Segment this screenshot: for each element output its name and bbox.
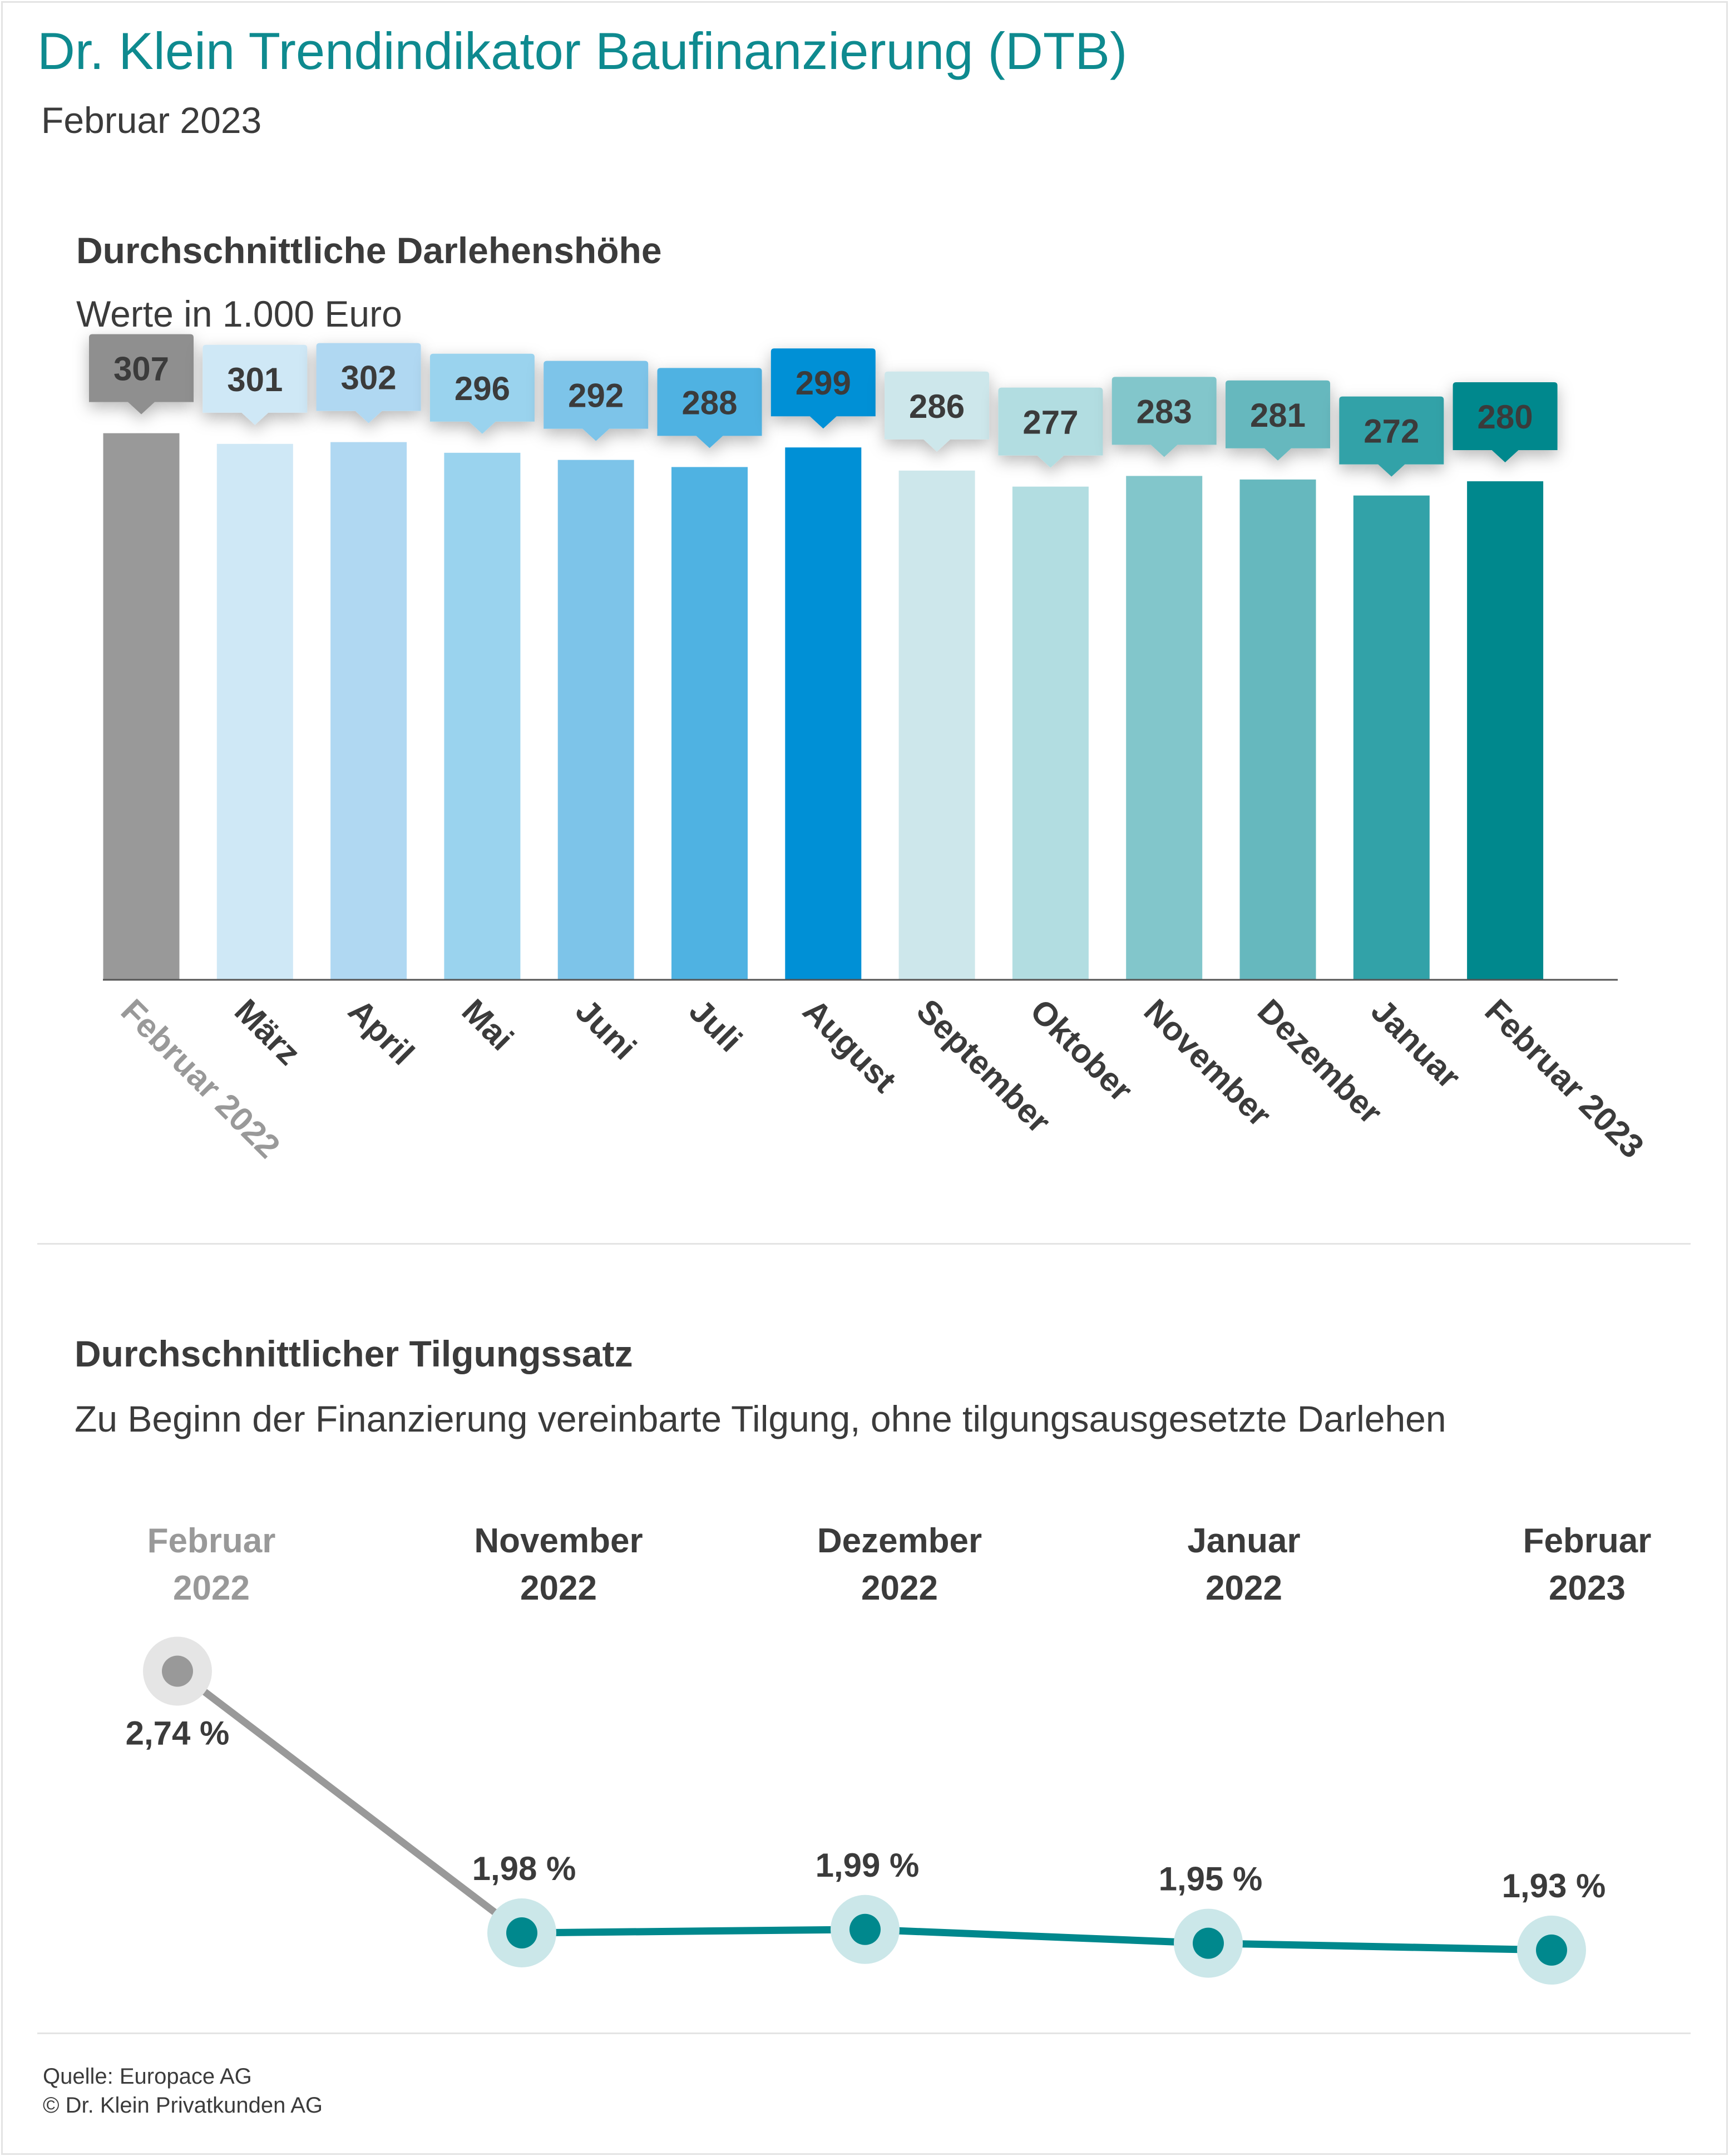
section-divider [37, 1243, 1691, 1245]
data-label: 296 [455, 370, 510, 407]
value-callout [1226, 380, 1330, 461]
value-callout [1112, 377, 1217, 457]
page-title: Dr. Klein Trendindikator Baufinanzierung… [37, 22, 1128, 80]
bar [1467, 481, 1544, 980]
x-category-label: Februar [1523, 1522, 1652, 1560]
bar-chart-subtitle: Werte in 1.000 Euro [76, 293, 402, 334]
bar [898, 470, 975, 980]
series-line-past [174, 1667, 526, 1937]
value-callout [429, 353, 535, 434]
x-category-label: Januar [1187, 1522, 1300, 1560]
data-label: 280 [1478, 398, 1533, 436]
value-callout [1339, 396, 1444, 477]
data-point [849, 1913, 881, 1945]
bar [557, 460, 634, 980]
data-label: 1,98 % [472, 1850, 576, 1887]
value-callout [1453, 382, 1558, 462]
line-chart: Februar 2022 November 2022 Dezember 2022 Janua… [126, 1522, 1652, 1985]
value-callout [544, 361, 649, 441]
data-label: 2,74 % [126, 1715, 230, 1752]
bar [216, 443, 293, 980]
data-point [506, 1917, 537, 1948]
data-point [162, 1655, 193, 1687]
footer-divider [37, 2032, 1691, 2034]
value-callout [657, 368, 762, 448]
copyright-note: © Dr. Klein Privatkunden AG [43, 2093, 323, 2118]
bar [1239, 479, 1316, 980]
line-chart-subtitle: Zu Beginn der Finanzierung vereinbarte T… [75, 1398, 1446, 1439]
data-label: 302 [341, 359, 397, 397]
data-label: 301 [227, 361, 283, 398]
bar [1126, 476, 1203, 980]
bar [330, 442, 407, 980]
value-callout [202, 344, 308, 425]
data-label: 307 [113, 351, 169, 388]
data-label: 272 [1364, 413, 1419, 450]
source-note: Quelle: Europace AG [43, 2064, 252, 2089]
value-callout [770, 348, 876, 429]
data-point [1193, 1927, 1224, 1959]
data-label: 1,95 % [1159, 1861, 1263, 1898]
bar [103, 433, 180, 980]
page-subtitle: Februar 2023 [41, 100, 262, 141]
data-label: 281 [1250, 397, 1306, 434]
x-category-label: November [474, 1522, 643, 1560]
data-label: 286 [909, 388, 965, 425]
x-category-label: 2022 [520, 1569, 597, 1607]
bar [1353, 495, 1430, 980]
data-label: 277 [1022, 404, 1078, 441]
value-callout [998, 387, 1103, 468]
x-category-label: Dezember [817, 1522, 982, 1560]
data-label: 283 [1137, 393, 1192, 430]
x-category-label: 2022 [861, 1569, 938, 1607]
series-line-current [521, 1926, 1552, 1954]
data-label: 1,93 % [1502, 1867, 1606, 1905]
data-label: 292 [568, 377, 624, 415]
bar [1012, 486, 1089, 980]
x-category-label: Februar [147, 1522, 276, 1560]
data-label: 288 [681, 384, 737, 421]
value-callout [885, 371, 990, 452]
data-label: 299 [796, 364, 851, 402]
bar [671, 467, 748, 980]
value-callout [89, 334, 194, 415]
data-point [1536, 1934, 1567, 1966]
x-category-label: 2023 [1549, 1569, 1626, 1607]
bar [785, 447, 862, 980]
x-category-label: 2022 [1206, 1569, 1282, 1607]
bar-chart-title: Durchschnittliche Darlehenshöhe [76, 230, 662, 271]
line-chart-title: Durchschnittlicher Tilgungssatz [75, 1333, 633, 1374]
x-category-label: 2022 [173, 1569, 250, 1607]
bar [444, 452, 521, 980]
data-label: 1,99 % [816, 1847, 920, 1884]
value-callout [316, 343, 421, 423]
